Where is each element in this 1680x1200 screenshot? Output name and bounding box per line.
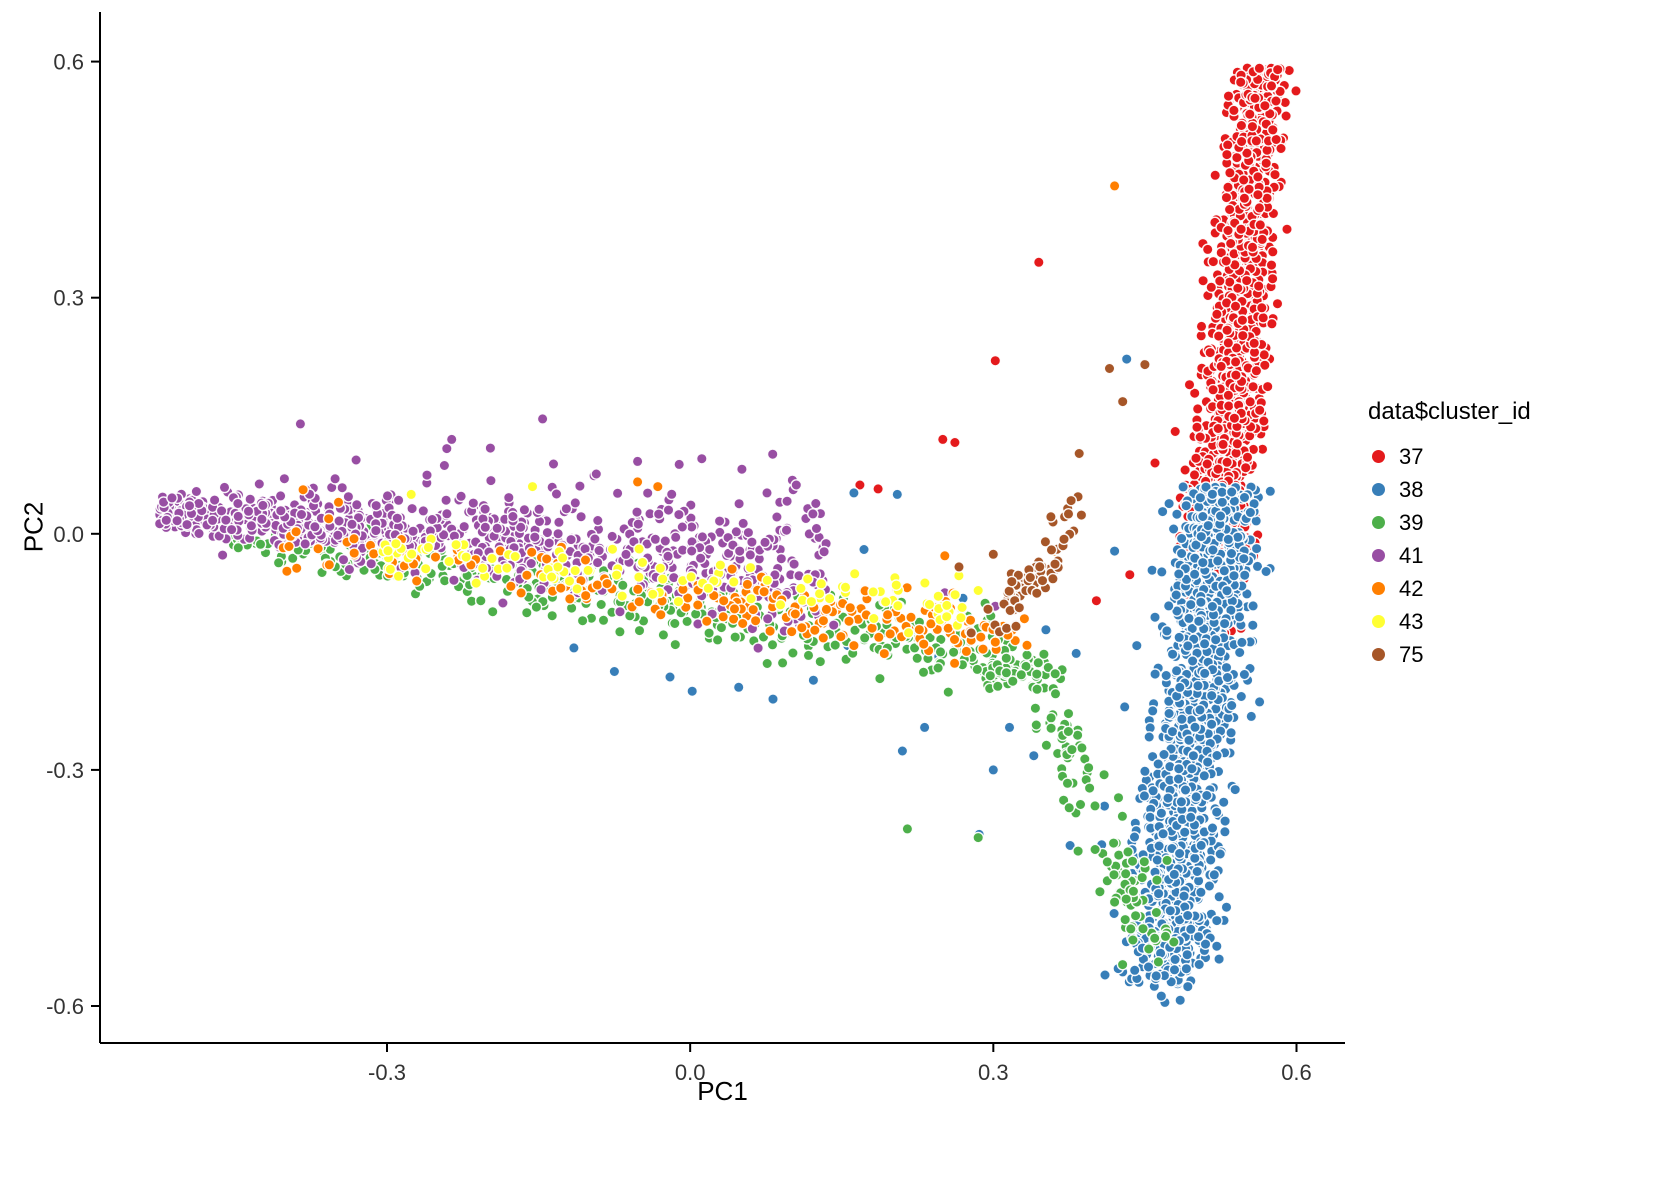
legend-entry-label: 43: [1399, 608, 1424, 634]
tick-labels: -0.3 0.0 0.3 0.6 -0.6 -0.3 0.0 0.3 0.6: [46, 50, 1312, 1085]
legend-swatch-dot: [1372, 516, 1385, 529]
legend-entry-label: 38: [1399, 476, 1424, 502]
legend-entry-label: 41: [1399, 542, 1424, 568]
legend-swatch-dot: [1372, 549, 1385, 562]
y-tick-label: 0.6: [53, 50, 84, 75]
series-42: [277, 179, 1121, 670]
legend-entries: 37 38 39 41 42 43 75: [1368, 440, 1531, 671]
legend-swatch-dot: [1372, 615, 1385, 628]
y-tick-label: -0.6: [46, 994, 84, 1019]
series-43: [377, 480, 985, 639]
y-tick-label: 0.0: [53, 522, 84, 547]
legend-entry: 41: [1368, 539, 1531, 572]
x-tick-label: -0.3: [368, 1060, 406, 1085]
legend-entry: 75: [1368, 638, 1531, 671]
x-tick-label: 0.6: [1281, 1060, 1312, 1085]
legend-entry: 43: [1368, 605, 1531, 638]
legend-entry: 37: [1368, 440, 1531, 473]
legend-entry: 39: [1368, 506, 1531, 539]
y-tick-label: -0.3: [46, 758, 84, 783]
axes: [91, 12, 1345, 1052]
legend-swatch-dot: [1372, 582, 1385, 595]
legend-swatch-dot: [1372, 648, 1385, 661]
legend-swatch-dot: [1372, 483, 1385, 496]
x-tick-label: 0.0: [675, 1060, 706, 1085]
legend-swatch-dot: [1372, 450, 1385, 463]
legend-entry-label: 39: [1399, 509, 1424, 535]
series-38: [568, 353, 1277, 1009]
y-axis-title: PC2: [18, 501, 49, 553]
legend-entry: 42: [1368, 572, 1531, 605]
legend-title: data$cluster_id: [1368, 398, 1531, 425]
x-tick-label: 0.3: [978, 1060, 1009, 1085]
x-axis-title: PC1: [697, 1076, 748, 1106]
legend-entry-label: 75: [1399, 641, 1424, 667]
legend: data$cluster_id 37 38 39 41 42 43 75: [1368, 398, 1531, 671]
legend-entry-label: 42: [1399, 575, 1424, 601]
legend-entry-label: 37: [1399, 443, 1424, 469]
legend-entry: 38: [1368, 473, 1531, 506]
series-75: [953, 358, 1151, 639]
y-tick-label: 0.3: [53, 286, 84, 311]
